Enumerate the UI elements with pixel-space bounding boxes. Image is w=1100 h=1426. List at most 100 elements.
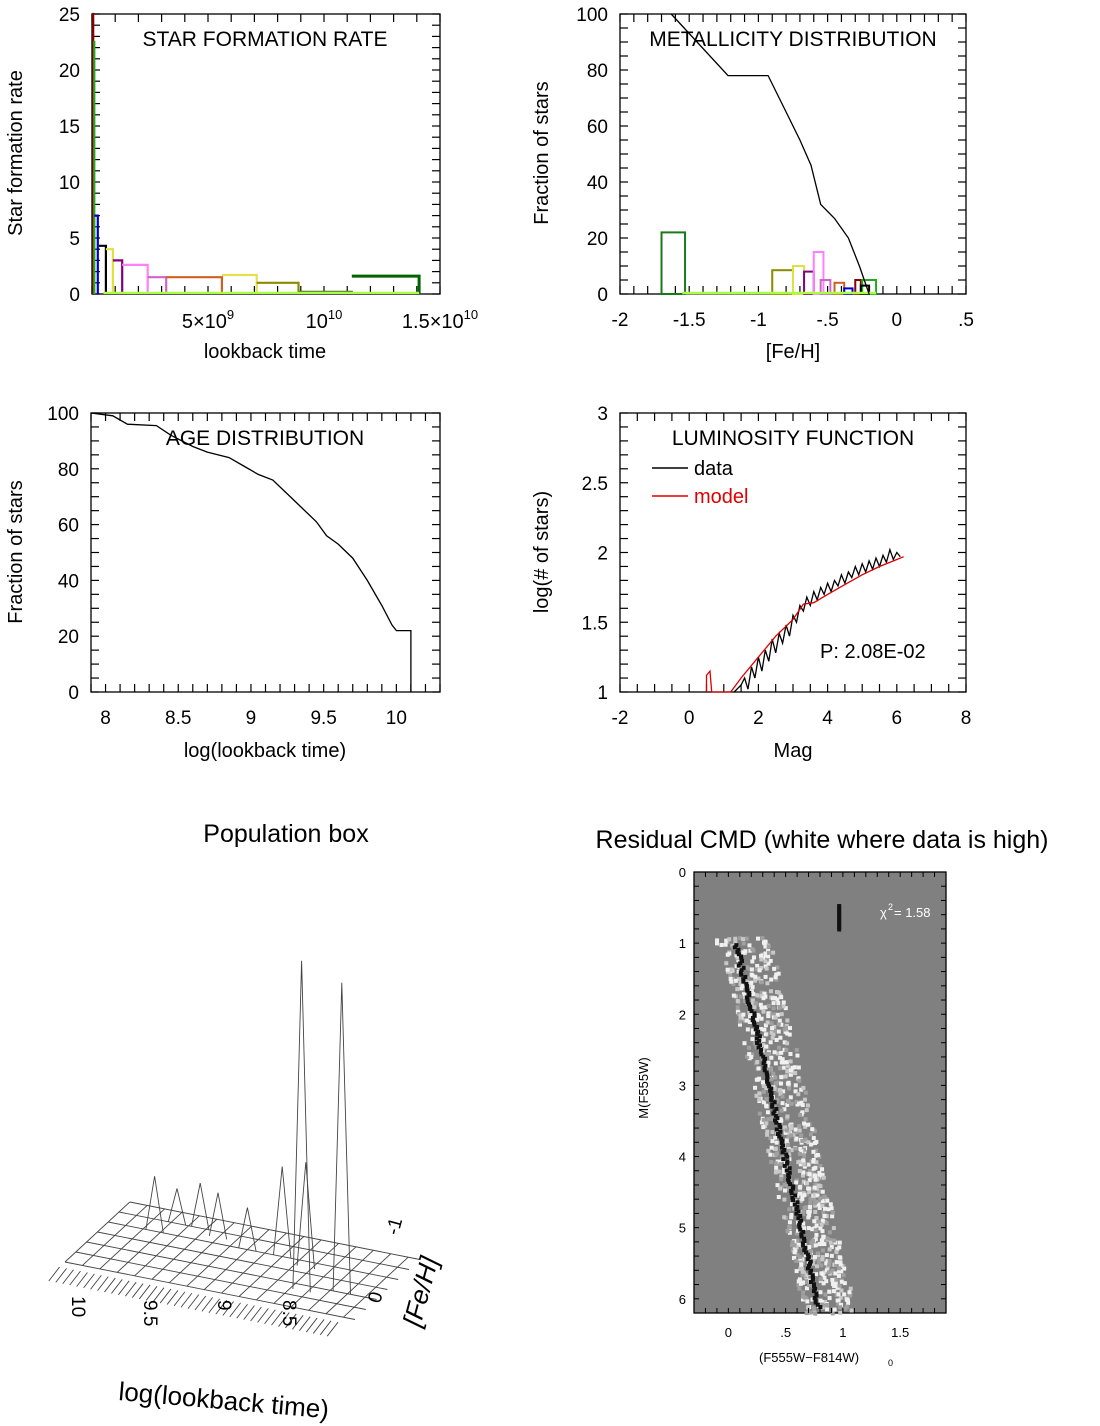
popbox-axis-tick [159, 1288, 172, 1304]
cmd-ytick-label: 3 [679, 1078, 686, 1093]
cmd-cell-dark [774, 1127, 779, 1132]
popbox-xtick-8.5: 8.5 [278, 1300, 299, 1326]
age-xlabel: log(lookback time) [184, 740, 346, 762]
cmd-cell [770, 996, 775, 1001]
cmd-cell-dark [795, 1200, 800, 1205]
cmd-cell [733, 936, 738, 941]
popbox-grid-line [64, 1201, 131, 1263]
cmd-cell [837, 1255, 842, 1260]
cmd-cell [801, 1212, 806, 1217]
cmd-cell-dark [806, 1266, 811, 1271]
cmd-cell [731, 993, 736, 998]
cmd-cell [759, 957, 764, 962]
cmd-cell-dark [782, 1163, 787, 1168]
cmd-cell [765, 1110, 770, 1115]
cmd-cell [796, 1092, 801, 1097]
cmd-cell [757, 1111, 762, 1116]
cmd-cell [777, 1018, 782, 1023]
popbox-surface [48, 960, 420, 1337]
cmd-cell [813, 1311, 818, 1316]
sfr-series-line [93, 40, 96, 294]
cmd-cell [775, 990, 780, 995]
cmd-cell [795, 1252, 800, 1257]
cmd-cell [785, 1229, 790, 1234]
cmd-cell [789, 1202, 794, 1207]
cmd-cell [734, 953, 739, 958]
cmd-cell [827, 1247, 832, 1252]
cmd-cell [815, 1251, 820, 1256]
cmd-cell [802, 1164, 807, 1169]
cmd-cell [826, 1270, 831, 1275]
cmd-cell [813, 1237, 818, 1242]
cmd-cell [766, 1117, 771, 1122]
cmd-cell-dark [734, 943, 739, 948]
popbox-grid-line [290, 1246, 357, 1308]
cmd-cell [802, 1153, 807, 1158]
cmd-cell-dark [803, 1245, 808, 1250]
cmd-cell [765, 1129, 770, 1134]
cmd-cell [740, 984, 745, 989]
cmd-cell-dark [837, 906, 842, 911]
cmd-cell [819, 1239, 824, 1244]
cmd-cell-dark [748, 1006, 753, 1011]
age-xtick-label: 9.5 [310, 708, 336, 729]
cmd-cell-dark [761, 1061, 766, 1066]
cmd-cell [768, 1013, 773, 1018]
cmd-cell [789, 1133, 794, 1138]
popbox-title: Population box [203, 820, 369, 848]
cmd-cell [830, 1214, 835, 1219]
cmd-cell-dark [736, 963, 741, 968]
cmd-cell [793, 1127, 798, 1132]
lf-xtick-label: 0 [684, 708, 695, 729]
cmd-cell [797, 1185, 802, 1190]
age-title: AGE DISTRIBUTION [166, 427, 364, 450]
cmd-cell [800, 1267, 805, 1272]
cmd-cell [833, 1262, 838, 1267]
cmd-cell-dark [739, 956, 744, 961]
cmd-cell [795, 1193, 800, 1198]
cmd-cell [830, 1281, 835, 1286]
popbox-axis-tick [236, 1303, 248, 1319]
cmd-cell [766, 954, 771, 959]
cmd-cell [793, 1248, 798, 1253]
sfr-series-line [351, 274, 421, 294]
cmd-cell [820, 1172, 825, 1177]
cmd-cell [756, 1066, 761, 1071]
age-ytick-label: 100 [47, 404, 79, 425]
cmd-cell [747, 1052, 752, 1057]
cmd-cell-dark [777, 1122, 782, 1127]
met-ytick-label: 0 [597, 285, 608, 306]
cmd-ytick-label: 5 [679, 1221, 686, 1236]
cmd-cell-dark [813, 1286, 818, 1291]
cmd-annotation: = 1.58 [894, 905, 931, 920]
cmd-cell [805, 1299, 810, 1304]
cmd-cell [804, 1286, 809, 1291]
cmd-cell [812, 1173, 817, 1178]
cmd-cell [802, 1121, 807, 1126]
cmd-cell [814, 1139, 819, 1144]
cmd-cell [776, 1001, 781, 1006]
cmd-cell [842, 1281, 847, 1286]
cmd-cell [807, 1189, 812, 1194]
cmd-cell [777, 1087, 782, 1092]
cmd-cell [753, 1001, 758, 1006]
cmd-cell [752, 1041, 757, 1046]
cmd-cell [749, 1001, 754, 1006]
cmd-cell-dark [774, 1107, 779, 1112]
cmd-cell-dark [772, 1100, 777, 1105]
cmd-cell [769, 1145, 774, 1150]
cmd-cell-dark [781, 1157, 786, 1162]
cmd-cell [772, 1050, 777, 1055]
cmd-cell-dark [764, 1070, 769, 1075]
cmd-cell [789, 1148, 794, 1153]
sfr-xlabels: 5×109 1010 1.5×1010 [182, 307, 478, 333]
cmd-cell-dark [785, 1159, 790, 1164]
cmd-cell [792, 1243, 797, 1248]
cmd-cell [786, 1134, 791, 1139]
sfr-ticks: 0 5 10 15 20 25 [59, 5, 441, 306]
met-bar [771, 269, 794, 296]
popbox-grid-line [203, 1229, 270, 1290]
cmd-cell [762, 991, 767, 996]
cmd-cell [759, 1027, 764, 1032]
cmd-cell [825, 1265, 830, 1270]
